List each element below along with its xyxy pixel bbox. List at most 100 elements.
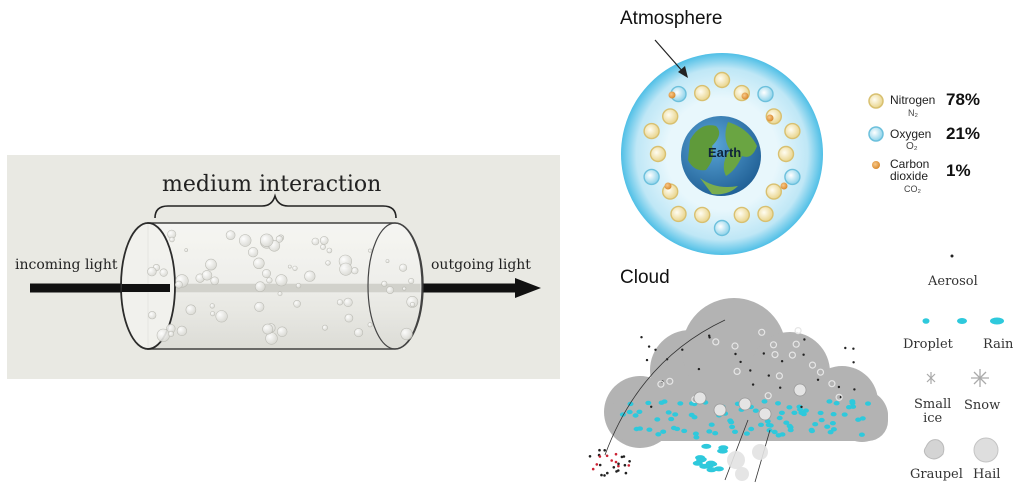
falling-aerosol [605, 454, 609, 458]
nitrogen-icon [868, 93, 884, 109]
cloud-droplet [752, 408, 759, 413]
cloud-aerosol [697, 367, 701, 371]
cloud-droplet [791, 410, 798, 415]
bubble [311, 237, 320, 246]
cloud-droplet [775, 401, 781, 406]
cloud-aerosol [852, 361, 855, 364]
cloud-hail [713, 403, 727, 417]
droplet-label: Droplet [903, 337, 953, 352]
outgoing-light-label: outgoing light [431, 257, 531, 273]
beam-arrowhead [515, 278, 541, 298]
cloud-droplet [743, 431, 750, 436]
cloud-droplet [798, 410, 805, 415]
cloud-snow-crystal [835, 393, 843, 401]
cloud-droplet [829, 421, 836, 426]
falling-rain [699, 463, 710, 469]
cloud-snow-crystal [731, 342, 739, 350]
cloud-aerosol [645, 358, 649, 362]
nitrogen-molecule [694, 206, 711, 224]
legend-oxygen-name: Oxygen [890, 127, 932, 141]
bubble [367, 322, 373, 328]
earth-continent [723, 122, 757, 176]
bubble [185, 304, 197, 316]
falling-aerosol [595, 463, 599, 466]
legend-nitrogen-name: Nitrogen [890, 93, 936, 107]
cloud-droplet [636, 409, 643, 414]
cloud-droplet [645, 400, 652, 406]
bubble [336, 299, 344, 306]
bubble [287, 264, 292, 269]
bubble [368, 248, 373, 253]
cloud-aerosol [837, 385, 841, 389]
cloud-droplet [729, 424, 736, 430]
cloud-title: Cloud [620, 267, 670, 288]
aerosol-trajectory [604, 319, 726, 456]
earth-label: Earth [708, 145, 742, 160]
cloud-aerosol [779, 386, 782, 389]
cloud-droplet [827, 430, 834, 435]
cloud-hail [693, 391, 707, 405]
rain-icon [990, 317, 1004, 325]
bubble [209, 303, 215, 309]
gas-molecules [643, 71, 801, 237]
falling-rain [696, 456, 707, 462]
falling-aerosol [588, 455, 592, 458]
hail-icon [973, 437, 999, 463]
cloud-aerosol [739, 360, 742, 364]
falling-hail [727, 451, 745, 469]
bubble [322, 324, 328, 331]
cloud-droplet [830, 412, 837, 417]
bubble [147, 266, 157, 277]
cloud-droplet [855, 417, 862, 422]
bubble [409, 301, 416, 308]
falling-aerosol [617, 462, 620, 466]
cloud-aerosol [853, 388, 856, 391]
hail-label: Hail [973, 467, 1001, 482]
cloud-aerosol [802, 353, 805, 356]
cloud-droplet [654, 417, 661, 422]
bubble [169, 236, 175, 243]
falling-aerosol [617, 464, 620, 468]
cloud-droplet [681, 428, 688, 434]
bubble [275, 235, 284, 243]
co2-molecule [741, 92, 749, 100]
cloud-droplet [865, 401, 871, 406]
cloud-snow-crystal [808, 361, 817, 369]
co2-molecule [766, 114, 774, 122]
legend-co2-name: Carbon dioxide [890, 157, 930, 183]
bubble [325, 260, 331, 266]
cloud-snow-crystal [816, 368, 825, 376]
bubble [210, 276, 219, 286]
bubble [148, 311, 157, 320]
cloud-droplet [786, 405, 793, 410]
bubble [225, 230, 236, 240]
bubble [344, 313, 354, 323]
cloud-aerosol [654, 348, 657, 351]
cloud-particles [619, 327, 871, 440]
falling-aerosol [598, 448, 601, 452]
cloud-droplet [626, 409, 633, 415]
legend-nitrogen-percent: 78% [946, 90, 981, 109]
cloud-droplet [859, 416, 866, 421]
cloud-droplet [677, 401, 684, 406]
incoming-light-label: incoming light [15, 257, 118, 273]
cloud-aerosol [844, 346, 847, 350]
bubble [386, 286, 394, 294]
bubble [260, 233, 274, 248]
bubble [385, 259, 390, 264]
falling-rain [692, 460, 703, 466]
nitrogen-molecule [649, 145, 667, 163]
cloud-aerosol [751, 383, 755, 386]
cloud-aerosol [800, 405, 803, 409]
nitrogen-molecule [713, 71, 731, 89]
cloud-droplet [670, 425, 677, 431]
cloud-droplet [693, 435, 700, 440]
falling-aerosol [598, 455, 602, 458]
cloud-snow-crystal [788, 351, 797, 359]
cloud-snow-crystal [712, 338, 720, 346]
cloud-droplet [632, 413, 639, 418]
falling-aerosol [622, 455, 626, 458]
legend-nitrogen-formula: N₂ [908, 108, 918, 118]
falling-aerosol [606, 471, 609, 475]
